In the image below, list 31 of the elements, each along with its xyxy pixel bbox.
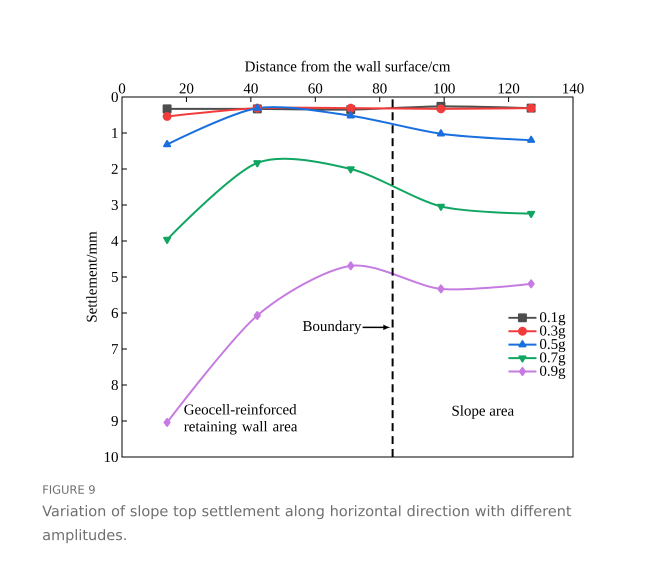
x-tick-label: 40 (244, 83, 258, 94)
y-tick-label: 2 (112, 164, 118, 174)
y-tick-label: 10 (104, 452, 118, 462)
x-tick-label: 60 (308, 83, 322, 94)
legend-label: 0.9g (540, 366, 566, 379)
y-axis-title: Settlement/mm (86, 232, 97, 322)
x-tick-label: 80 (372, 83, 387, 94)
text: Variation of slope top settlement along horizontal direction with different amplitudes. (42, 505, 572, 544)
annotation: Slope area (452, 405, 514, 419)
legend-label: 0.1g (540, 312, 566, 326)
legend-label: 0.3g (540, 326, 566, 339)
x-tick-label: 100 (434, 83, 455, 94)
y-tick-label: 8 (112, 380, 118, 390)
y-tick-label: 7 (112, 344, 118, 354)
x-tick-label: 0 (118, 83, 126, 94)
x-tick-label: 20 (180, 83, 194, 94)
y-tick-label: 3 (112, 200, 118, 210)
caption: FIGURE 9 (43, 485, 95, 494)
x-tick-label: 120 (498, 83, 520, 94)
y-tick-label: 1 (112, 128, 118, 138)
annotation: Geocell-reinforced retaining wall area (184, 404, 298, 435)
y-tick-label: 6 (112, 308, 118, 318)
legend-label: 0.5g (540, 338, 566, 352)
legend-label: 0.7g (540, 352, 566, 366)
x-axis-title: Distance from the wall surface/cm (245, 60, 450, 72)
y-tick-label: 0 (112, 92, 118, 102)
y-tick-label: 5 (112, 272, 118, 282)
annotation: Boundary (302, 320, 362, 334)
y-tick-label: 9 (112, 416, 118, 426)
y-tick-label: 4 (111, 236, 118, 246)
x-tick-label: 140 (563, 83, 584, 94)
